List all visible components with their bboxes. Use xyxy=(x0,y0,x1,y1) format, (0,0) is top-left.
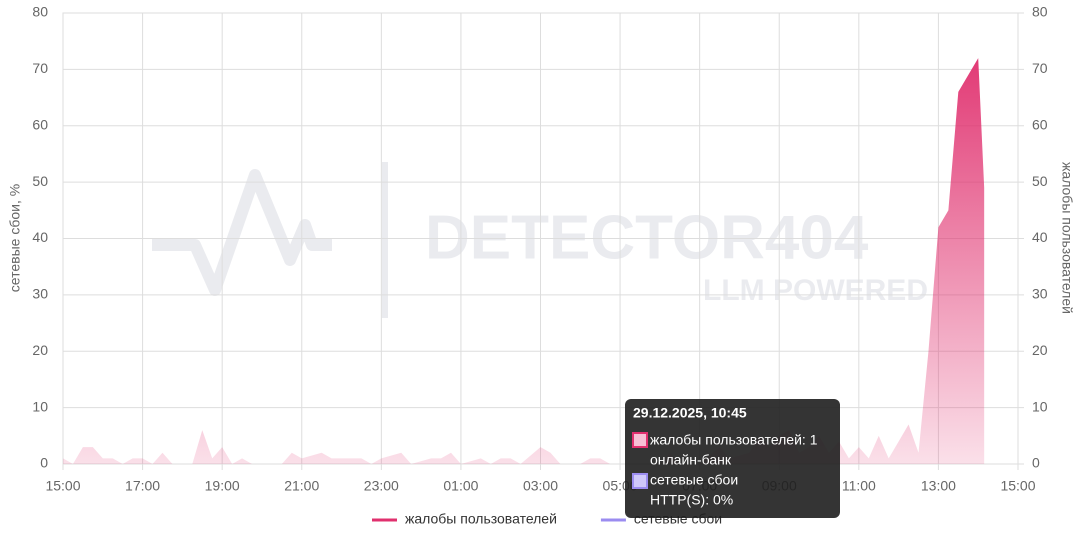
watermark-brand: DETECTOR404 xyxy=(425,203,869,272)
y2-tick-label: 40 xyxy=(1032,229,1048,245)
y-tick-label: 40 xyxy=(32,229,48,245)
y-tick-label: 60 xyxy=(32,116,48,132)
y-tick-label: 80 xyxy=(32,4,48,20)
x-tick-label: 17:00 xyxy=(125,478,160,494)
y2-tick-label: 50 xyxy=(1032,173,1048,189)
y2-tick-label: 80 xyxy=(1032,4,1048,20)
y2-tick-label: 70 xyxy=(1032,60,1048,76)
x-tick-label: 21:00 xyxy=(284,478,319,494)
x-tick-label: 01:00 xyxy=(443,478,478,494)
tooltip: 29.12.2025, 10:45 жалобы пользователей: … xyxy=(625,399,840,518)
y2-tick-label: 0 xyxy=(1032,455,1040,471)
y-tick-label: 70 xyxy=(32,60,48,76)
x-tick-label: 15:00 xyxy=(45,478,80,494)
tooltip-line: онлайн-банк xyxy=(650,452,732,468)
y-tick-label: 0 xyxy=(40,455,48,471)
tooltip-line: HTTP(S): 0% xyxy=(650,492,733,508)
tooltip-title: 29.12.2025, 10:45 xyxy=(633,405,747,421)
tooltip-line: жалобы пользователей: 1 xyxy=(650,432,818,448)
x-tick-label: 13:00 xyxy=(921,478,956,494)
tooltip-line: сетевые сбои xyxy=(650,472,738,488)
x-tick-label: 11:00 xyxy=(842,478,876,494)
y2-tick-label: 10 xyxy=(1032,398,1048,414)
x-tick-label: 23:00 xyxy=(364,478,399,494)
y2-axis-title: жалобы пользователей xyxy=(1059,162,1075,314)
y-tick-label: 50 xyxy=(32,173,48,189)
y2-tick-label: 20 xyxy=(1032,342,1048,358)
y-tick-label: 30 xyxy=(32,286,48,302)
y-tick-label: 10 xyxy=(32,398,48,414)
legend-label: жалобы пользователей xyxy=(405,511,557,527)
x-tick-label: 15:00 xyxy=(1000,478,1035,494)
y-tick-label: 20 xyxy=(32,342,48,358)
y-axis-title: сетевые сбои, % xyxy=(7,184,23,292)
y2-tick-label: 30 xyxy=(1032,286,1048,302)
x-tick-label: 19:00 xyxy=(205,478,240,494)
watermark-tagline: LLM POWERED xyxy=(703,274,928,307)
x-tick-label: 03:00 xyxy=(523,478,558,494)
watermark: DETECTOR404 LLM POWERED xyxy=(152,162,928,318)
y2-tick-label: 60 xyxy=(1032,116,1048,132)
